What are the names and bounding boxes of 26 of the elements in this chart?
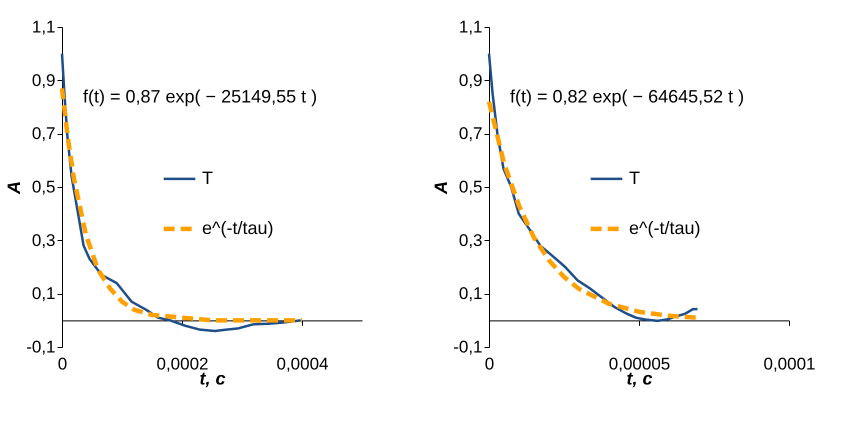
y-tick-label: 0,9 — [458, 70, 482, 90]
y-tick-label: 0,7 — [458, 124, 482, 144]
y-tick-label: -0,1 — [26, 338, 56, 356]
y-tick-label: 1,1 — [458, 18, 482, 36]
x-tick-label: 0,0004 — [276, 354, 328, 374]
y-tick-label: 0,3 — [32, 230, 56, 250]
y-tick-label: -0,1 — [453, 338, 482, 356]
legend-label: T — [629, 168, 640, 188]
x-tick-label: 0 — [484, 354, 494, 374]
y-axis-title: A — [4, 181, 24, 195]
annotation: f(t) = 0,82 exp( − 64645,52 t ) — [510, 86, 744, 106]
y-tick-label: 0,9 — [32, 70, 56, 90]
y-tick-label: 0,5 — [32, 178, 56, 196]
y-tick-label: 0,3 — [458, 230, 482, 250]
annotation: f(t) = 0,87 exp( − 25149,55 t ) — [83, 86, 318, 106]
x-tick-label: 0,0001 — [764, 354, 816, 374]
y-tick-label: 0,7 — [32, 124, 56, 144]
legend-label: T — [202, 168, 213, 188]
y-axis-title: A — [431, 181, 452, 195]
y-tick-label: 0,1 — [32, 284, 56, 304]
y-tick-label: 0,1 — [458, 284, 482, 304]
y-tick-label: 0,5 — [458, 178, 482, 196]
y-tick-label: 1,1 — [32, 18, 56, 36]
x-tick-label: 0 — [58, 354, 68, 374]
legend-label: e^(-t/tau) — [629, 218, 700, 238]
legend-label: e^(-t/tau) — [202, 218, 274, 238]
